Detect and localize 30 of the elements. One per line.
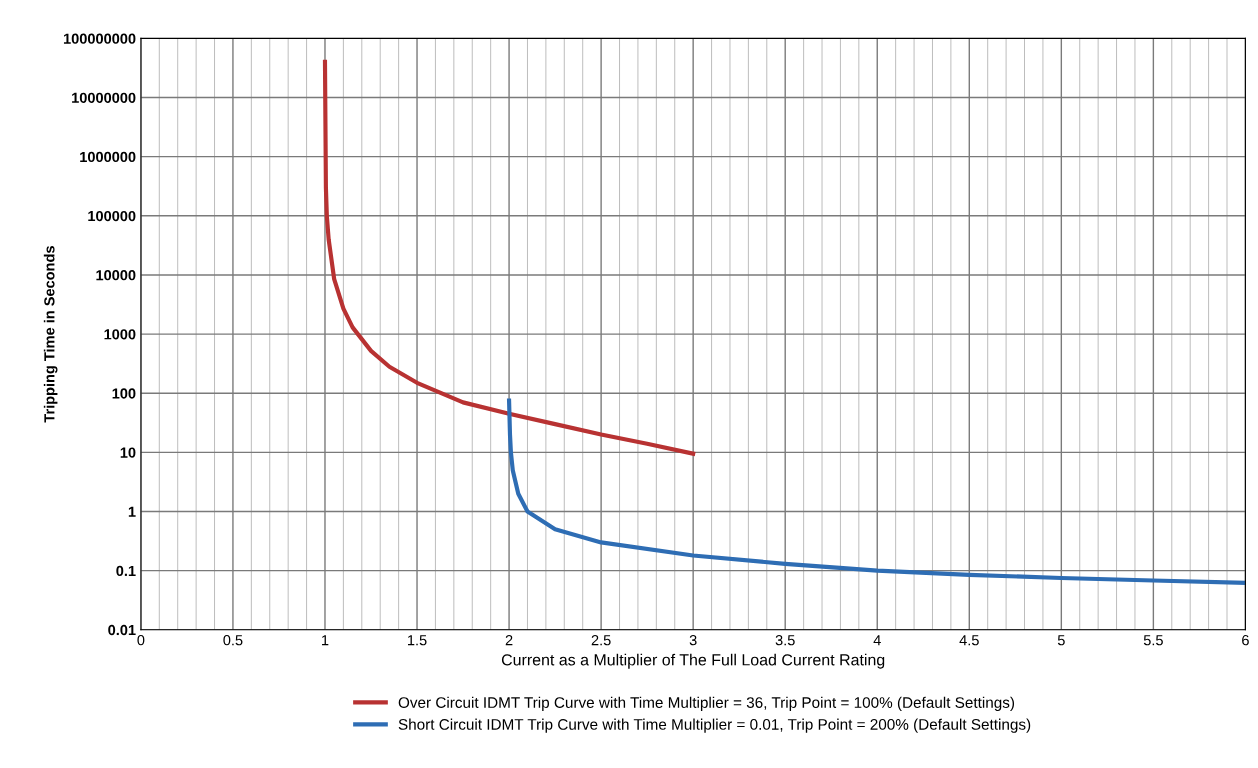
- legend-label: Short Circuit IDMT Trip Curve with Time Multiplier = 0.01, Trip Point = 200% (Default Settings): [398, 718, 1031, 733]
- x-tick-label: 3: [689, 635, 697, 646]
- x-tick-label: 1.5: [408, 635, 427, 646]
- line-series: [322, 59, 696, 456]
- x-tick-label: 6: [1242, 635, 1249, 646]
- y-tick-label: 0.01: [108, 624, 136, 636]
- y-tick-label: 10: [120, 447, 136, 458]
- y-tick-label: 100000000: [63, 33, 136, 44]
- x-tick-label: 4: [873, 635, 881, 646]
- y-tick-label: 0.1: [116, 565, 136, 577]
- y-tick-label: 1000: [104, 329, 136, 340]
- x-tick-label: 5.5: [1143, 635, 1163, 646]
- y-tick-label: 1000000: [80, 151, 136, 163]
- x-tick-label: 2.5: [591, 635, 611, 646]
- y-tick-label: 10000000: [72, 92, 136, 103]
- y-tick-label: 100: [112, 388, 136, 399]
- x-tick-label: 5: [1057, 635, 1065, 646]
- x-axis-title: Current as a Multiplier of The Full Load Current Rating: [501, 653, 885, 669]
- legend-label: Over Circuit IDMT Trip Curve with Time Multiplier = 36, Trip Point = 100% (Default Settings): [398, 696, 1015, 711]
- x-tick-label: 4.5: [959, 635, 979, 646]
- line-series: [506, 398, 1246, 585]
- y-tick-label: 1: [128, 506, 136, 517]
- x-tick-label: 3.5: [775, 635, 795, 646]
- x-tick-label: 1: [322, 635, 329, 646]
- y-tick-label: 10000: [96, 270, 136, 281]
- x-tick-label: 0.5: [223, 635, 243, 646]
- y-tick-label: 100000: [88, 210, 136, 222]
- x-tick-label: 0: [137, 635, 145, 646]
- y-axis-title: Tripping Time in Seconds: [43, 246, 58, 423]
- x-tick-label: 2: [505, 635, 513, 646]
